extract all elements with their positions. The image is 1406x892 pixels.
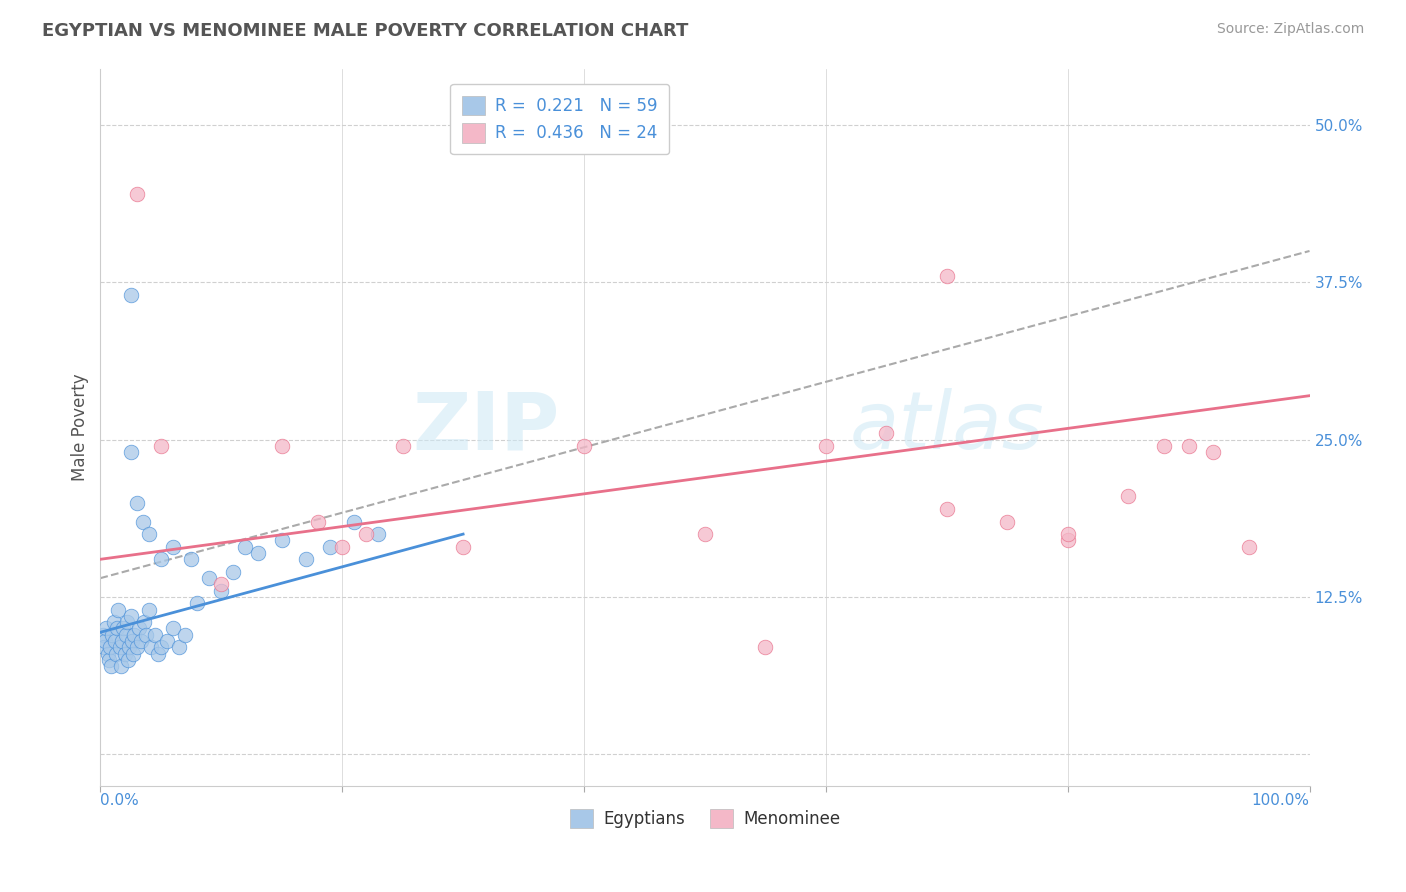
Point	[186, 596, 208, 610]
Point	[198, 571, 221, 585]
Point	[180, 552, 202, 566]
Point	[391, 439, 413, 453]
Point	[105, 622, 128, 636]
Point	[125, 496, 148, 510]
Point	[132, 615, 155, 630]
Point	[148, 647, 170, 661]
Point	[319, 540, 342, 554]
Point	[209, 577, 232, 591]
Point	[122, 628, 145, 642]
Point	[125, 187, 148, 202]
Point	[356, 527, 378, 541]
Point	[121, 634, 143, 648]
Point	[103, 615, 125, 630]
Point	[138, 602, 160, 616]
Legend: Egyptians, Menominee: Egyptians, Menominee	[562, 802, 846, 835]
Point	[174, 628, 197, 642]
Point	[97, 653, 120, 667]
Point	[367, 527, 389, 541]
Text: Source: ZipAtlas.com: Source: ZipAtlas.com	[1216, 22, 1364, 37]
Point	[117, 653, 139, 667]
Point	[105, 647, 128, 661]
Point	[107, 602, 129, 616]
Point	[101, 628, 124, 642]
Point	[115, 615, 138, 630]
Point	[162, 540, 184, 554]
Point	[162, 622, 184, 636]
Point	[1056, 533, 1078, 548]
Point	[222, 565, 245, 579]
Point	[114, 647, 136, 661]
Point	[1177, 439, 1199, 453]
Point	[995, 515, 1018, 529]
Point	[1237, 540, 1260, 554]
Point	[693, 527, 716, 541]
Point	[156, 634, 179, 648]
Point	[143, 628, 166, 642]
Point	[343, 515, 366, 529]
Point	[125, 640, 148, 655]
Point	[131, 634, 153, 648]
Point	[128, 622, 150, 636]
Point	[149, 640, 172, 655]
Text: EGYPTIAN VS MENOMINEE MALE POVERTY CORRELATION CHART: EGYPTIAN VS MENOMINEE MALE POVERTY CORRE…	[42, 22, 689, 40]
Point	[330, 540, 353, 554]
Point	[91, 628, 114, 642]
Y-axis label: Male Poverty: Male Poverty	[72, 374, 89, 481]
Point	[120, 288, 142, 302]
Point	[122, 647, 145, 661]
Point	[108, 640, 131, 655]
Point	[1202, 445, 1225, 459]
Point	[875, 426, 897, 441]
Point	[235, 540, 257, 554]
Point	[572, 439, 595, 453]
Point	[270, 533, 292, 548]
Point	[131, 515, 153, 529]
Point	[307, 515, 329, 529]
Point	[935, 502, 957, 516]
Point	[120, 608, 142, 623]
Point	[149, 439, 172, 453]
Point	[1116, 489, 1139, 503]
Point	[270, 439, 292, 453]
Point	[209, 583, 232, 598]
Point	[110, 659, 132, 673]
Point	[754, 640, 776, 655]
Point	[139, 640, 162, 655]
Text: ZIP: ZIP	[412, 388, 560, 467]
Point	[149, 552, 172, 566]
Point	[138, 527, 160, 541]
Point	[111, 634, 134, 648]
Point	[246, 546, 269, 560]
Point	[112, 622, 135, 636]
Point	[295, 552, 318, 566]
Point	[935, 269, 957, 284]
Point	[167, 640, 190, 655]
Point	[1056, 527, 1078, 541]
Point	[100, 659, 122, 673]
Point	[451, 540, 474, 554]
Point	[118, 640, 141, 655]
Point	[135, 628, 157, 642]
Point	[94, 634, 117, 648]
Text: 100.0%: 100.0%	[1251, 793, 1309, 808]
Text: 0.0%: 0.0%	[100, 793, 139, 808]
Point	[97, 647, 120, 661]
Point	[114, 628, 136, 642]
Point	[96, 622, 118, 636]
Point	[1153, 439, 1175, 453]
Point	[104, 634, 127, 648]
Point	[814, 439, 837, 453]
Point	[120, 445, 142, 459]
Point	[98, 640, 121, 655]
Text: atlas: atlas	[851, 388, 1045, 467]
Point	[93, 640, 115, 655]
